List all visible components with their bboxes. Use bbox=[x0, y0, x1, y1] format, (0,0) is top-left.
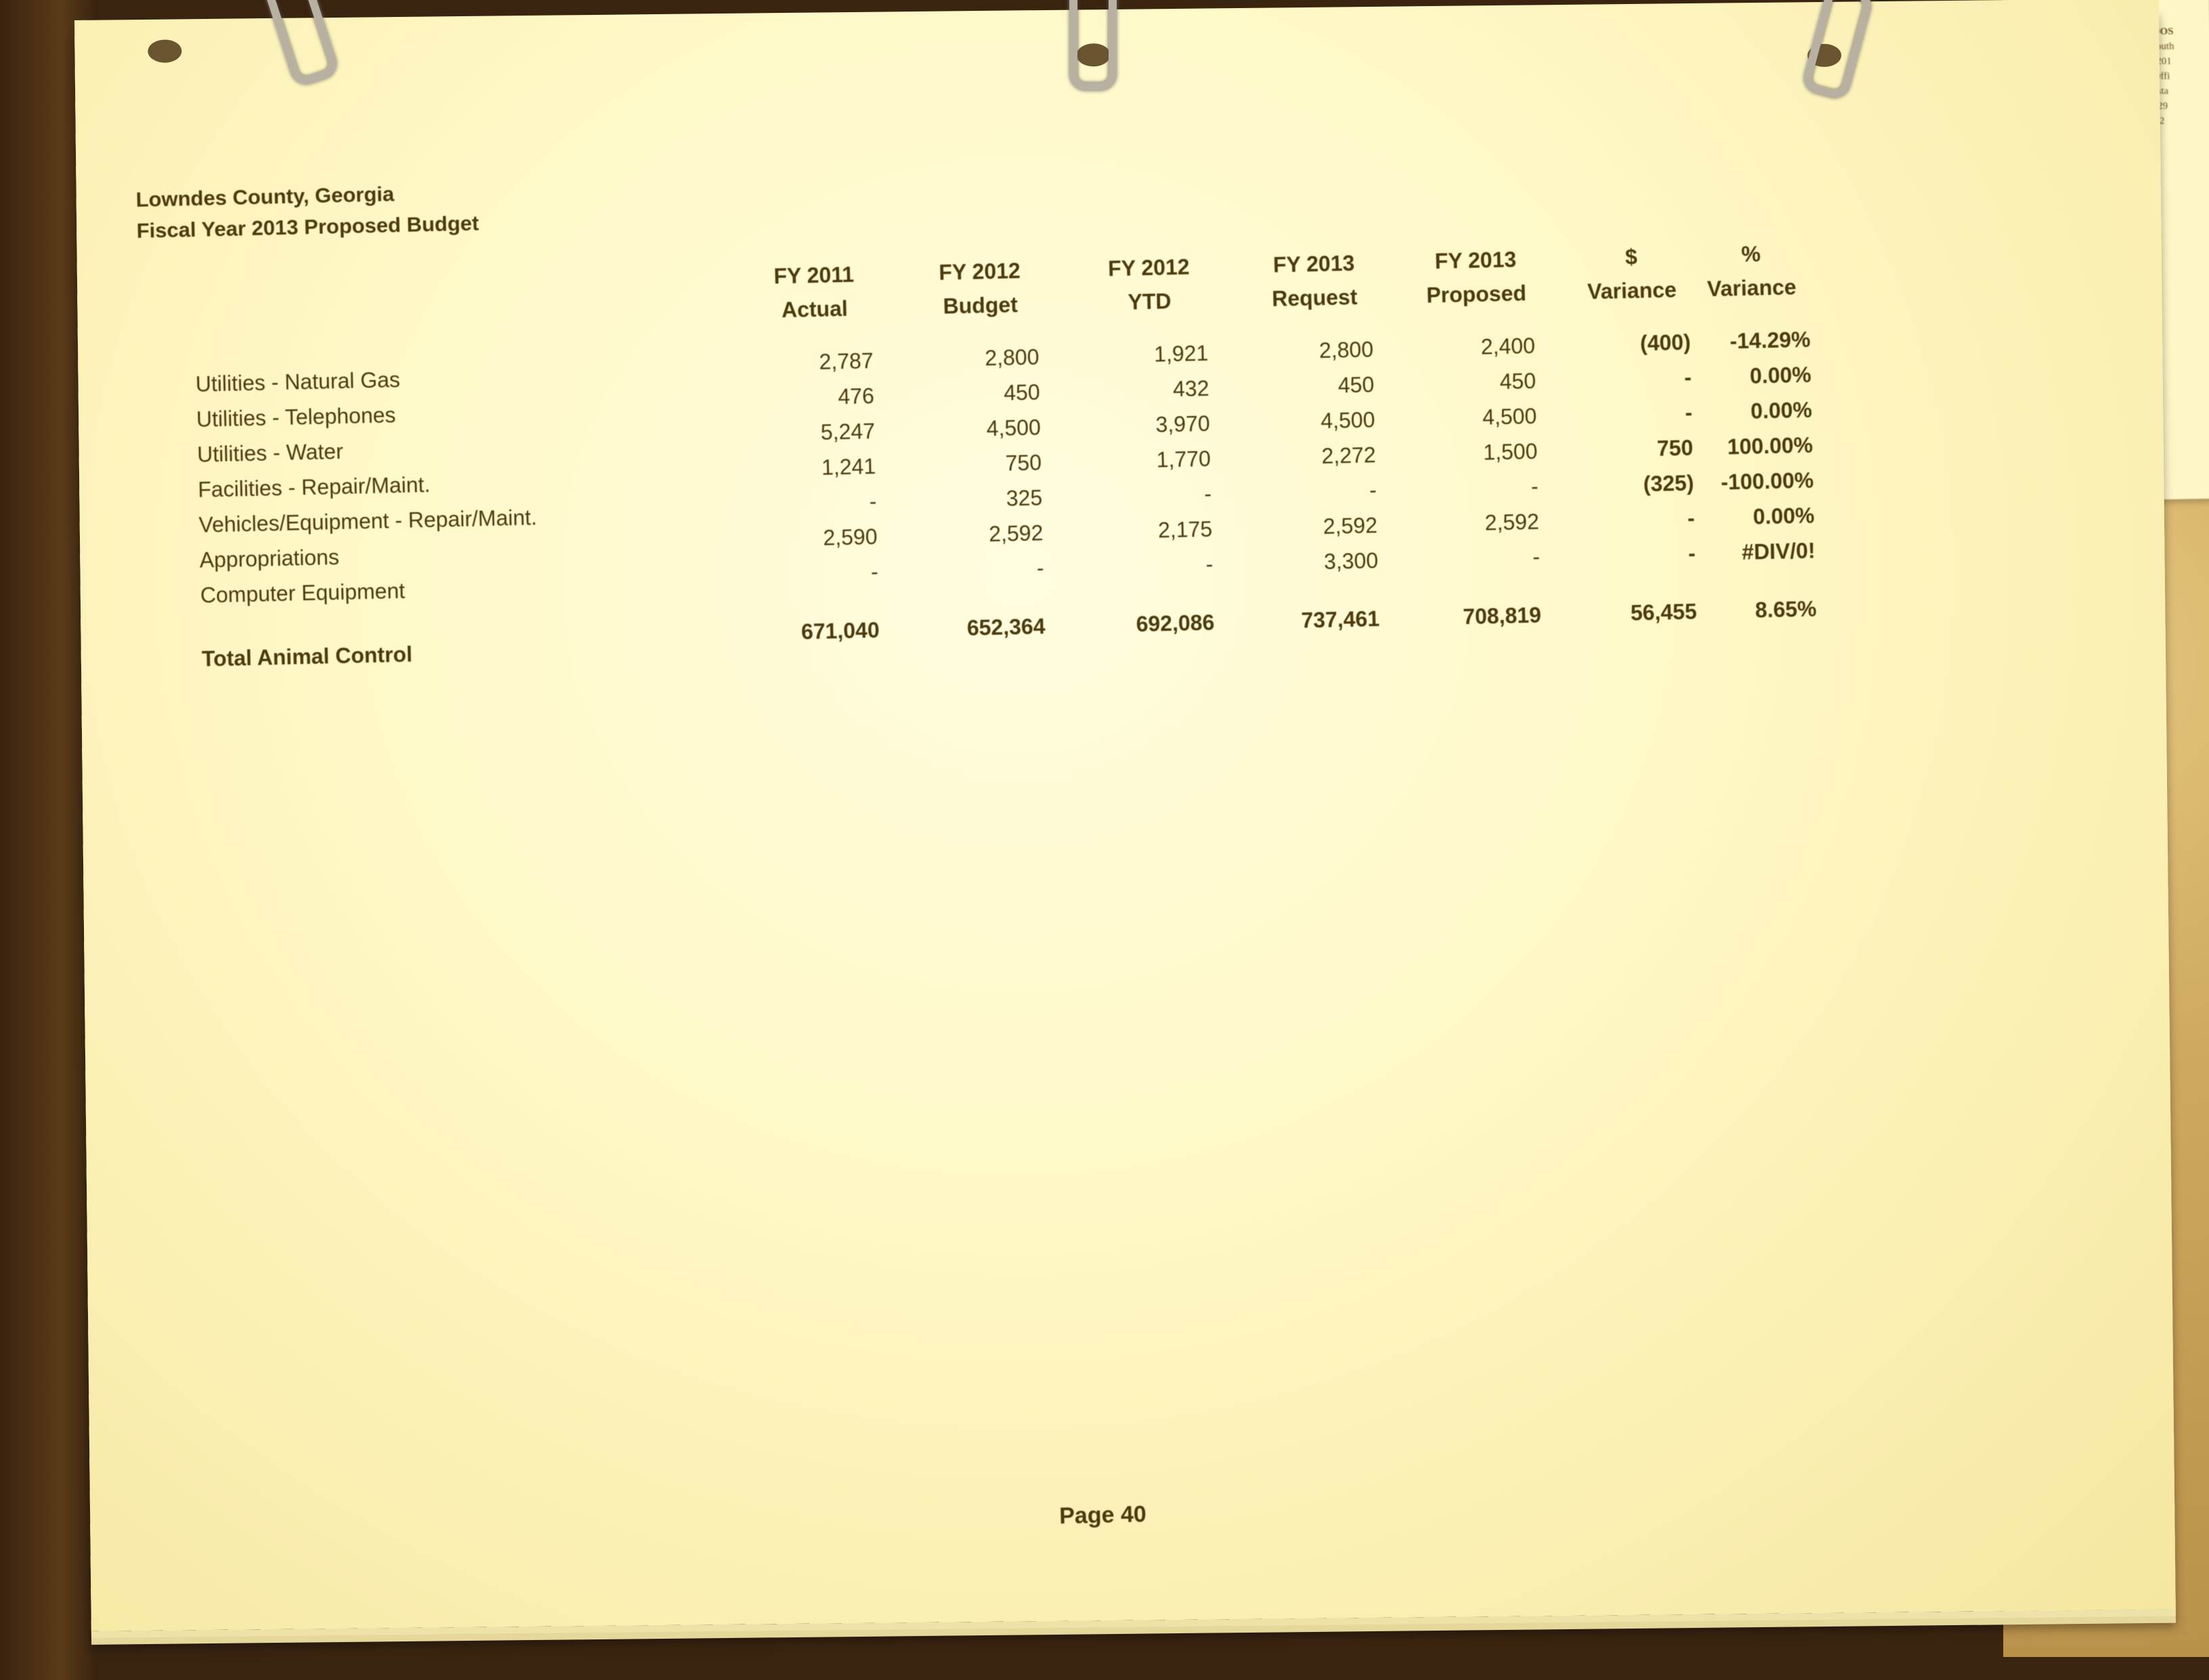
total-value: 692,086 bbox=[1136, 610, 1215, 637]
row-label: Utilities - Telephones bbox=[196, 402, 397, 432]
cell-value: 2,800 bbox=[1318, 336, 1374, 363]
total-value: 671,040 bbox=[801, 617, 880, 644]
column-header-line1: FY 2013 bbox=[1434, 247, 1517, 273]
column-header-line1: FY 2011 bbox=[773, 262, 855, 289]
row-label: Appropriations bbox=[199, 544, 340, 573]
column-header-line1: FY 2012 bbox=[1107, 255, 1190, 281]
cell-value: 2,592 bbox=[1484, 509, 1540, 535]
cell-value: 450 bbox=[1499, 368, 1536, 394]
row-label: Computer Equipment bbox=[200, 578, 405, 608]
cell-value: - bbox=[1205, 552, 1213, 577]
cell-value: - bbox=[1036, 556, 1044, 581]
cell-value: 100.00% bbox=[1726, 433, 1814, 460]
cell-value: - bbox=[870, 559, 878, 584]
cell-value: 2,400 bbox=[1480, 333, 1536, 359]
cell-value: - bbox=[1530, 474, 1539, 499]
cell-value: 2,175 bbox=[1157, 516, 1213, 543]
cell-value: 3,300 bbox=[1323, 548, 1379, 574]
total-value: 737,461 bbox=[1301, 606, 1380, 633]
cell-value: 1,500 bbox=[1483, 439, 1538, 465]
county-name: Lowndes County, Georgia bbox=[135, 181, 395, 212]
cell-value: 3,970 bbox=[1155, 411, 1211, 437]
row-label: Utilities - Natural Gas bbox=[195, 367, 401, 397]
column-header-line2: Budget bbox=[943, 292, 1019, 319]
row-label: Facilities - Repair/Maint. bbox=[198, 472, 431, 502]
cell-value: 2,787 bbox=[818, 348, 874, 374]
total-value: 652,364 bbox=[966, 614, 1046, 640]
budget-title: Fiscal Year 2013 Proposed Budget bbox=[136, 211, 480, 243]
cell-value: 2,590 bbox=[822, 524, 878, 550]
cell-value: 0.00% bbox=[1749, 362, 1812, 389]
cell-value: - bbox=[1203, 481, 1212, 506]
total-value: 8.65% bbox=[1754, 596, 1817, 623]
column-header-line1: FY 2012 bbox=[938, 258, 1021, 285]
cell-value: 1,770 bbox=[1156, 446, 1211, 472]
row-label: Vehicles/Equipment - Repair/Maint. bbox=[198, 505, 537, 537]
cell-value: 476 bbox=[837, 383, 875, 409]
cell-value: 325 bbox=[1006, 485, 1043, 511]
cell-value: - bbox=[869, 489, 877, 514]
cell-value: - bbox=[1368, 477, 1377, 503]
cell-value: 450 bbox=[1003, 380, 1040, 405]
cell-value: 2,592 bbox=[1322, 512, 1378, 539]
cell-value: 1,921 bbox=[1153, 340, 1209, 367]
cell-value: 4,500 bbox=[1320, 407, 1375, 433]
cell-value: 1,241 bbox=[821, 454, 876, 480]
row-label: Utilities - Water bbox=[196, 439, 344, 467]
column-header-line2: Proposed bbox=[1426, 280, 1527, 308]
total-value: 708,819 bbox=[1463, 602, 1542, 629]
cell-value: -14.29% bbox=[1729, 327, 1811, 354]
cell-value: 0.00% bbox=[1750, 397, 1812, 424]
cell-value: 750 bbox=[1005, 450, 1042, 476]
total-label: Total Animal Control bbox=[201, 642, 413, 671]
cell-value: 2,272 bbox=[1321, 442, 1377, 468]
cell-value: - bbox=[1532, 544, 1540, 569]
cell-value: 5,247 bbox=[820, 418, 876, 445]
cell-value: 432 bbox=[1172, 376, 1209, 401]
binder-ring bbox=[1069, 0, 1117, 91]
cell-value: 0.00% bbox=[1752, 503, 1815, 529]
page-number: Page 40 bbox=[1058, 1501, 1147, 1529]
cell-value: 2,592 bbox=[988, 521, 1044, 546]
column-header-line2: YTD bbox=[1128, 288, 1172, 315]
column-header-line2: Actual bbox=[781, 296, 848, 322]
cell-value: -100.00% bbox=[1720, 468, 1814, 495]
cell-value: 450 bbox=[1337, 372, 1375, 398]
cell-value: 4,500 bbox=[986, 415, 1042, 441]
cell-value: 2,800 bbox=[984, 345, 1040, 370]
cell-value: 4,500 bbox=[1482, 403, 1537, 430]
column-header-line2: Variance bbox=[1707, 274, 1797, 301]
column-header-line1: FY 2013 bbox=[1272, 250, 1355, 278]
column-header-line1: % bbox=[1741, 241, 1761, 267]
cell-value: #DIV/0! bbox=[1741, 538, 1816, 565]
column-header-line2: Request bbox=[1271, 284, 1358, 311]
